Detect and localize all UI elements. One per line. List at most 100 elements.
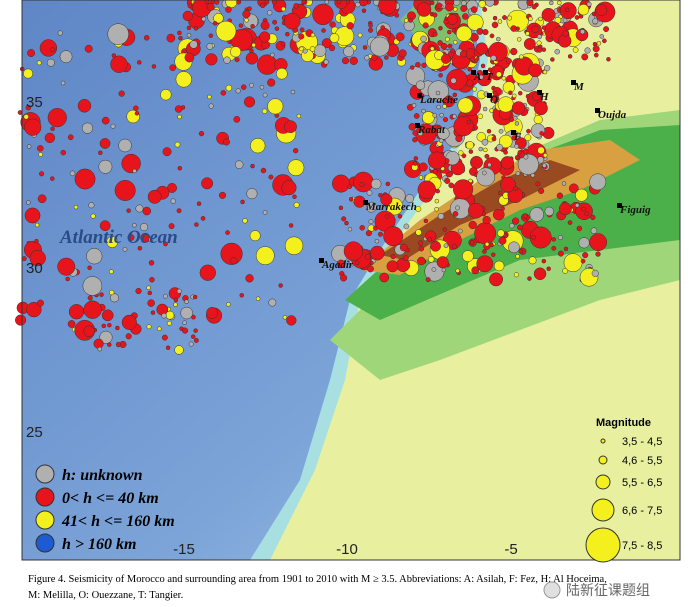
quake — [250, 163, 255, 169]
quake — [299, 46, 304, 52]
quake — [208, 103, 214, 109]
lon-label: -5 — [504, 541, 517, 558]
quake — [449, 99, 454, 104]
quake — [431, 267, 437, 272]
quake — [427, 151, 446, 170]
quake — [161, 312, 167, 319]
quake — [509, 117, 515, 122]
quake — [101, 116, 110, 125]
magnitude-label: 5,5 - 6,5 — [622, 477, 662, 489]
quake — [161, 334, 168, 341]
quake — [422, 111, 435, 124]
quake — [135, 204, 144, 213]
lon-label: -10 — [336, 541, 358, 558]
quake — [312, 3, 334, 26]
quake — [444, 99, 450, 104]
quake — [498, 190, 503, 196]
quake — [396, 257, 411, 272]
quake — [194, 222, 199, 227]
quake — [82, 276, 103, 296]
quake — [250, 138, 266, 154]
quake — [140, 223, 149, 232]
quake — [385, 181, 391, 187]
quake — [417, 240, 424, 246]
quake — [365, 230, 372, 237]
quake — [267, 10, 273, 16]
quake — [90, 213, 96, 219]
quake — [206, 3, 215, 11]
quake — [377, 231, 383, 237]
quake — [186, 25, 192, 31]
quake — [193, 26, 199, 31]
quake — [564, 7, 570, 13]
quake — [455, 268, 460, 274]
quake — [234, 160, 244, 169]
quake — [225, 6, 232, 13]
quake — [110, 123, 116, 129]
quake — [174, 345, 184, 355]
quake — [586, 1, 592, 7]
quake — [115, 325, 120, 331]
quake — [524, 134, 532, 142]
quake — [247, 6, 252, 11]
quake — [453, 179, 474, 200]
quake — [293, 3, 299, 9]
quake — [245, 274, 254, 283]
quake — [484, 153, 490, 159]
quake — [514, 143, 519, 149]
quake — [502, 15, 507, 20]
quake — [470, 56, 476, 62]
quake — [364, 253, 371, 260]
quake — [147, 290, 153, 296]
quake — [576, 225, 583, 232]
place-marker — [415, 123, 420, 128]
quake — [240, 84, 247, 90]
quake — [374, 238, 380, 244]
quake — [567, 54, 573, 59]
quake — [321, 38, 332, 49]
place-marker — [319, 258, 324, 263]
quake — [238, 23, 244, 28]
quake — [482, 215, 491, 225]
quake — [348, 196, 354, 202]
quake — [223, 56, 231, 64]
quake — [481, 138, 489, 146]
quake — [177, 114, 182, 120]
quake — [65, 276, 70, 282]
quake — [476, 27, 484, 35]
quake — [455, 25, 473, 42]
quake — [284, 236, 304, 255]
quake — [476, 255, 494, 273]
quake — [125, 333, 132, 340]
quake — [435, 188, 440, 194]
quake — [259, 31, 271, 43]
magnitude-label: 6,6 - 7,5 — [622, 505, 662, 517]
quake — [250, 24, 255, 29]
quake — [461, 0, 467, 6]
quake — [549, 0, 554, 6]
quake — [450, 77, 457, 84]
quake — [114, 180, 136, 201]
quake — [492, 15, 498, 21]
quake — [593, 52, 599, 58]
quake — [50, 176, 55, 181]
quake — [165, 345, 171, 350]
quake — [345, 0, 351, 5]
quake — [244, 96, 256, 108]
quake — [436, 104, 441, 110]
quake — [469, 240, 475, 245]
quake — [409, 65, 415, 70]
quake — [421, 62, 427, 69]
quake — [442, 117, 449, 123]
quake — [299, 27, 305, 33]
quake — [590, 214, 596, 221]
quake — [189, 40, 198, 49]
quake — [474, 222, 497, 245]
place-marker — [483, 70, 488, 75]
quake — [324, 0, 330, 5]
quake — [529, 226, 552, 249]
quake — [230, 257, 238, 265]
quake — [465, 141, 474, 150]
quake — [421, 108, 426, 114]
quake — [106, 236, 119, 248]
